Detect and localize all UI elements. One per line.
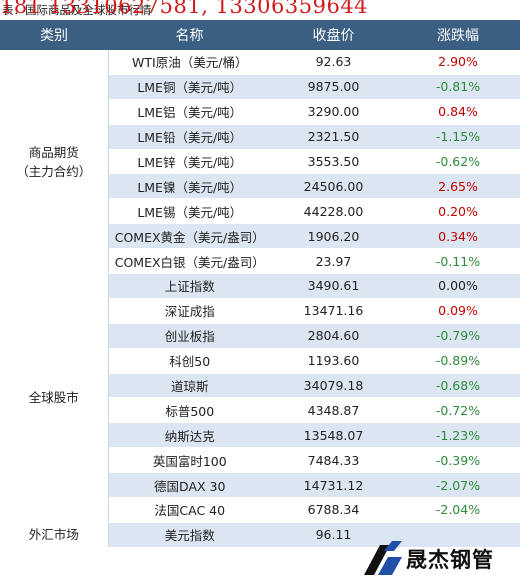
close-cell: 13471.16 — [271, 298, 396, 324]
close-cell: 14731.12 — [271, 472, 396, 499]
close-cell: 7484.33 — [271, 447, 396, 474]
table-row: 深证成指 13471.16 0.09% — [0, 298, 520, 324]
change-cell: -0.11% — [396, 248, 520, 275]
close-cell: 2321.50 — [271, 124, 396, 150]
table-row: 英国富时100 7484.33 -0.39% — [0, 447, 520, 474]
name-cell: COMEX白银（美元/盎司） — [108, 248, 271, 275]
close-cell: 3553.50 — [271, 149, 396, 175]
change-cell: -1.23% — [396, 422, 520, 449]
name-cell: WTI原油（美元/桶） — [108, 50, 271, 75]
name-cell: LME铜（美元/吨） — [108, 74, 271, 100]
name-cell: LME镍（美元/吨） — [108, 173, 271, 200]
table-row: 创业板指 2804.60 -0.79% — [0, 323, 520, 349]
change-cell: -1.15% — [396, 124, 520, 150]
header-close: 收盘价 — [271, 20, 396, 50]
phone-watermark: 181 13310627581, 13306359644 — [0, 0, 369, 18]
close-cell: 9875.00 — [271, 74, 396, 100]
close-cell: 44228.00 — [271, 198, 396, 225]
change-cell: -2.07% — [396, 472, 520, 499]
table-row: 商品期货 （主力合约） WTI原油（美元/桶） 92.63 2.90% — [0, 50, 520, 275]
close-cell: 13548.07 — [271, 422, 396, 449]
name-cell: 上证指数 — [108, 273, 271, 299]
table-row: LME铝（美元/吨） 3290.00 0.84% — [0, 99, 520, 125]
name-cell: 创业板指 — [108, 323, 271, 349]
change-cell: -2.04% — [396, 497, 520, 523]
logo-text: 晟杰钢管 — [406, 548, 494, 572]
change-cell — [396, 521, 520, 548]
name-cell: 标普500 — [108, 397, 271, 424]
table-row: LME铅（美元/吨） 2321.50 -1.15% — [0, 124, 520, 150]
close-cell: 6788.34 — [271, 497, 396, 523]
close-cell: 34079.18 — [271, 373, 396, 399]
table-row: COMEX白银（美元/盎司） 23.97 -0.11% — [0, 248, 520, 275]
change-cell: -0.62% — [396, 149, 520, 175]
change-cell: 2.65% — [396, 173, 520, 200]
table-body: 商品期货 （主力合约） WTI原油（美元/桶） 92.63 2.90% LME铜（美元/… — [0, 50, 520, 548]
name-cell: 道琼斯 — [108, 373, 271, 399]
name-cell: 英国富时100 — [108, 447, 271, 474]
close-cell: 3490.61 — [271, 273, 396, 299]
table-row: 标普500 4348.87 -0.72% — [0, 397, 520, 424]
change-cell: -0.68% — [396, 373, 520, 399]
category-cell: 外汇市场 — [0, 521, 109, 548]
header-change: 涨跌幅 — [396, 20, 520, 50]
change-cell: 0.09% — [396, 298, 520, 324]
name-cell: 深证成指 — [108, 298, 271, 324]
close-cell: 24506.00 — [271, 173, 396, 200]
name-cell: LME锌（美元/吨） — [108, 149, 271, 175]
category-cell: 商品期货 （主力合约） — [0, 50, 109, 275]
change-cell: 2.90% — [396, 50, 520, 75]
change-cell: 0.20% — [396, 198, 520, 225]
table-row: 德国DAX 30 14731.12 -2.07% — [0, 472, 520, 499]
table-row: 全球股市 上证指数 3490.61 0.00% — [0, 273, 520, 523]
header-name: 名称 — [108, 20, 271, 50]
table-row: 外汇市场 美元指数 96.11 — [0, 521, 520, 548]
close-cell: 92.63 — [271, 50, 396, 75]
name-cell: 纳斯达克 — [108, 422, 271, 449]
change-cell: -0.89% — [396, 348, 520, 374]
market-table: 类别 名称 收盘价 涨跌幅 商品期货 （主力合约） WTI原油（美元/桶） 92.6… — [0, 20, 520, 548]
category-cell: 全球股市 — [0, 273, 109, 523]
company-logo: 晟杰钢管 — [358, 536, 520, 582]
name-cell: LME铅（美元/吨） — [108, 124, 271, 150]
header-category: 类别 — [0, 20, 108, 50]
close-cell: 2804.60 — [271, 323, 396, 349]
close-cell: 23.97 — [271, 248, 396, 275]
table-row: 科创50 1193.60 -0.89% — [0, 348, 520, 374]
name-cell: 美元指数 — [108, 521, 271, 548]
table-row: LME锡（美元/吨） 44228.00 0.20% — [0, 198, 520, 225]
name-cell: LME锡（美元/吨） — [108, 198, 271, 225]
name-cell: LME铝（美元/吨） — [108, 99, 271, 125]
close-cell: 4348.87 — [271, 397, 396, 424]
name-cell: COMEX黄金（美元/盎司） — [108, 223, 271, 250]
logo-mark-icon — [364, 541, 402, 575]
close-cell: 1193.60 — [271, 348, 396, 374]
table-row: 道琼斯 34079.18 -0.68% — [0, 373, 520, 399]
change-cell: -0.79% — [396, 323, 520, 349]
close-cell: 3290.00 — [271, 99, 396, 125]
change-cell: -0.72% — [396, 397, 520, 424]
close-cell: 96.11 — [271, 521, 396, 548]
change-cell: -0.81% — [396, 74, 520, 100]
table-row: LME镍（美元/吨） 24506.00 2.65% — [0, 173, 520, 200]
name-cell: 德国DAX 30 — [108, 472, 271, 499]
table-row: LME铜（美元/吨） 9875.00 -0.81% — [0, 74, 520, 100]
table-row: 纳斯达克 13548.07 -1.23% — [0, 422, 520, 449]
change-cell: -0.39% — [396, 447, 520, 474]
change-cell: 0.84% — [396, 99, 520, 125]
name-cell: 科创50 — [108, 348, 271, 374]
change-cell: 0.00% — [396, 273, 520, 299]
name-cell: 法国CAC 40 — [108, 497, 271, 523]
header-row: 类别 名称 收盘价 涨跌幅 — [0, 20, 520, 50]
table-row: COMEX黄金（美元/盎司） 1906.20 0.34% — [0, 223, 520, 250]
table-row: LME锌（美元/吨） 3553.50 -0.62% — [0, 149, 520, 175]
close-cell: 1906.20 — [271, 223, 396, 250]
table-caption: 表：国际商品及全球股市行情 — [2, 3, 152, 17]
change-cell: 0.34% — [396, 223, 520, 250]
